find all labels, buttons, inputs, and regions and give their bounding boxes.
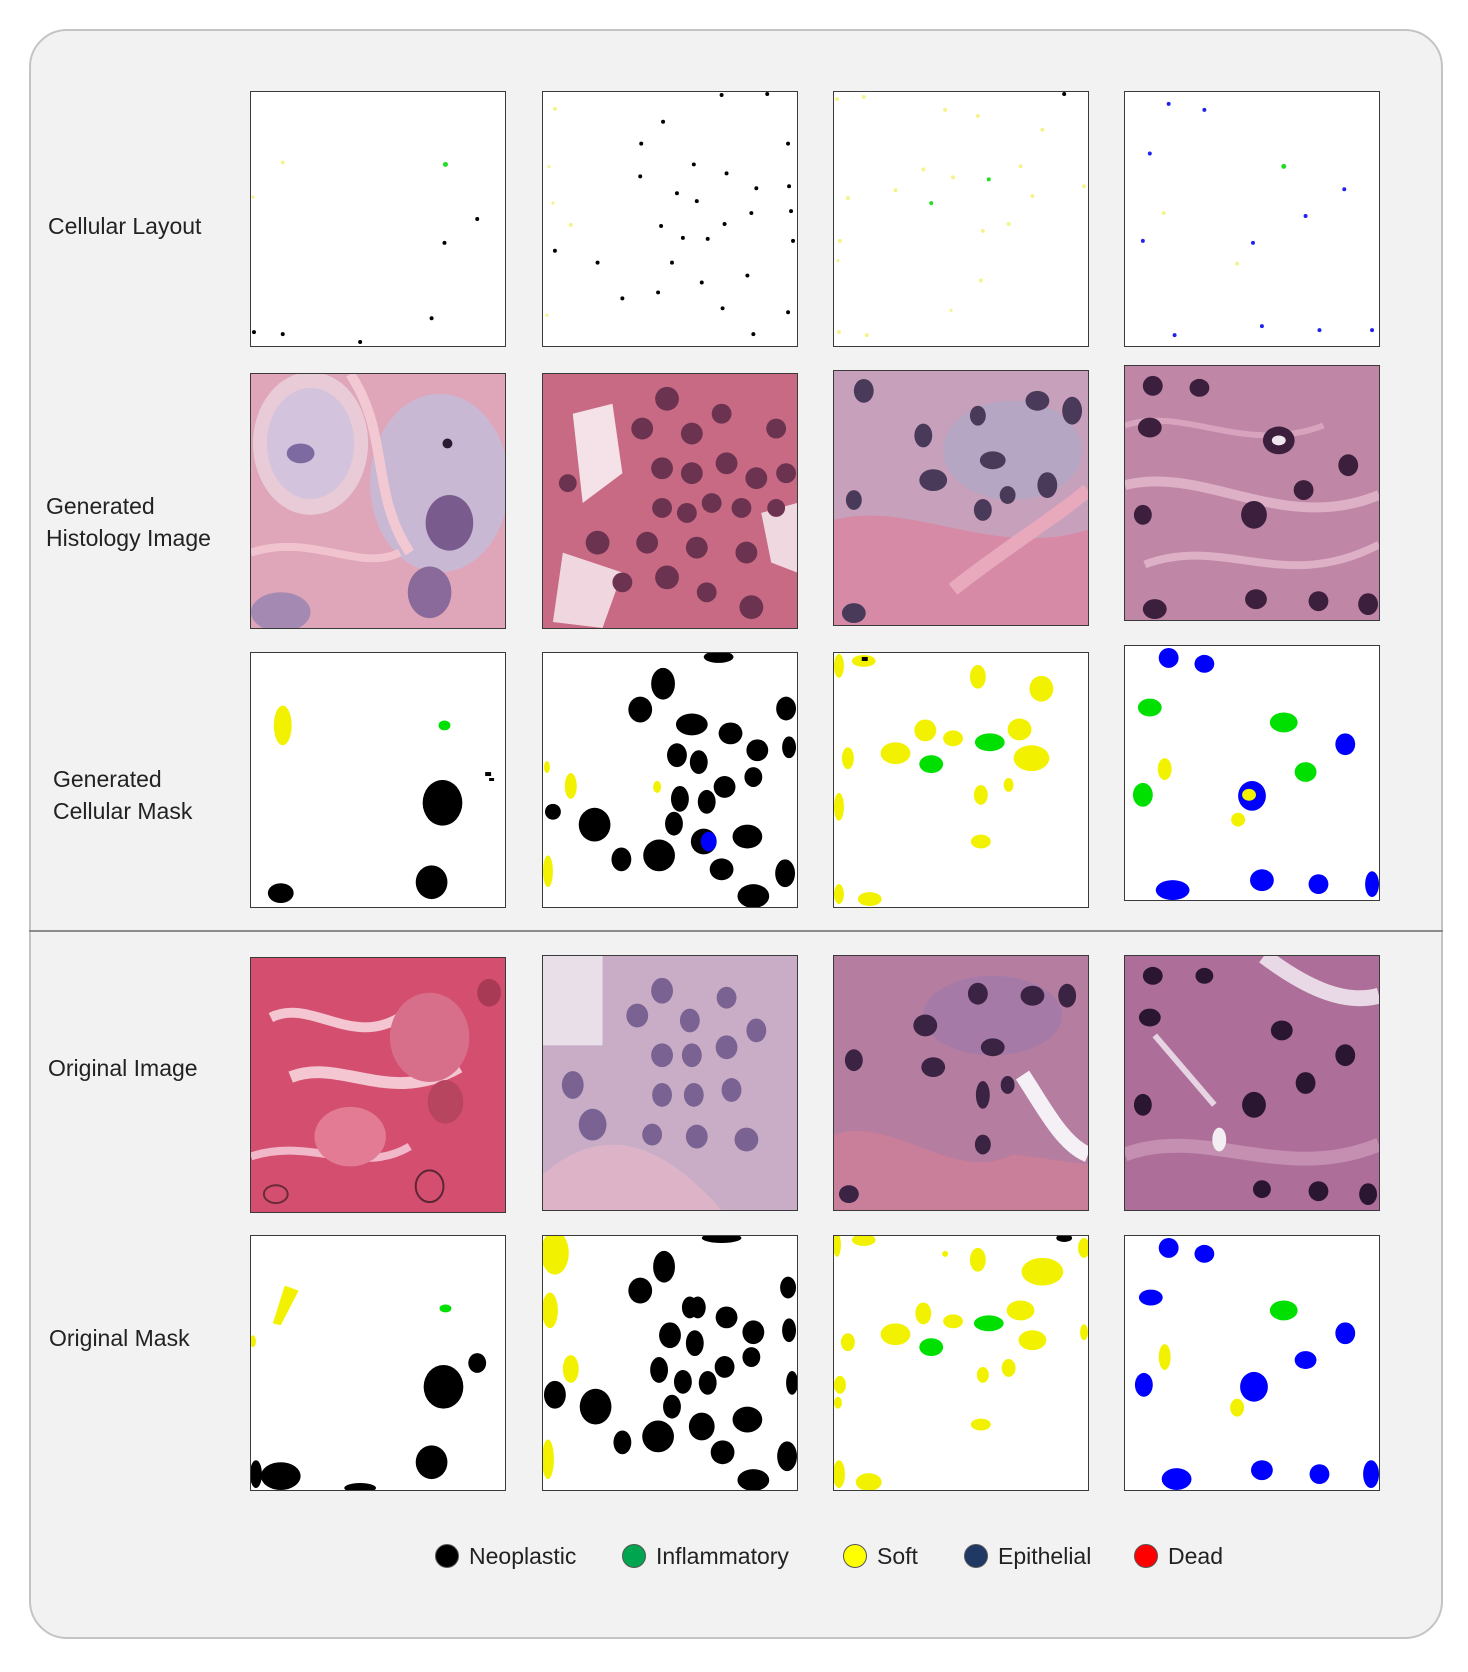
epithelial-swatch-icon	[964, 1544, 988, 1568]
generated-mask-tile-4	[1124, 645, 1380, 901]
legend-item-dead: Dead	[1134, 1538, 1223, 1574]
row-label-cellular-layout: Cellular Layout	[48, 213, 202, 239]
original-mask-tile-4	[1124, 1235, 1380, 1491]
generated-histology-tile-4	[1124, 365, 1380, 621]
inflammatory-swatch-icon	[622, 1544, 646, 1568]
dead-swatch-icon	[1134, 1544, 1158, 1568]
generated-mask-tile-3	[833, 652, 1089, 908]
original-mask-tile-3	[833, 1235, 1089, 1491]
legend-item-inflammatory: Inflammatory	[622, 1538, 789, 1574]
original-image-tile-2	[542, 955, 798, 1211]
original-image-tile-4	[1124, 955, 1380, 1211]
generated-histology-tile-3	[833, 370, 1089, 626]
generated-mask-tile-1	[250, 652, 506, 908]
legend-item-epithelial: Epithelial	[964, 1538, 1091, 1574]
row-label-original-image: Original Image	[48, 1055, 198, 1081]
section-divider	[29, 930, 1443, 932]
legend-item-neoplastic: Neoplastic	[435, 1538, 576, 1574]
layout-tile-2	[542, 91, 798, 347]
layout-tile-3	[833, 91, 1089, 347]
layout-tile-4	[1124, 91, 1380, 347]
original-mask-tile-1	[250, 1235, 506, 1491]
generated-histology-tile-1	[250, 373, 506, 629]
soft-swatch-icon	[843, 1544, 867, 1568]
row-label-generated-histology: Generated Histology Image	[46, 493, 211, 551]
row-label-generated-mask: Generated Cellular Mask	[53, 766, 193, 824]
original-image-tile-3	[833, 955, 1089, 1211]
neoplastic-swatch-icon	[435, 1544, 459, 1568]
row-label-original-mask: Original Mask	[49, 1325, 190, 1351]
generated-mask-tile-2	[542, 652, 798, 908]
original-image-tile-1	[250, 957, 506, 1213]
layout-tile-1	[250, 91, 506, 347]
legend-label-dead: Dead	[1168, 1542, 1223, 1569]
legend-label-epithelial: Epithelial	[998, 1542, 1092, 1569]
legend-label-soft: Soft	[877, 1542, 918, 1569]
legend-item-soft: Soft	[843, 1538, 918, 1574]
generated-histology-tile-2	[542, 373, 798, 629]
legend-label-neoplastic: Neoplastic	[469, 1542, 577, 1569]
original-mask-tile-2	[542, 1235, 798, 1491]
legend-label-inflammatory: Inflammatory	[656, 1542, 789, 1569]
